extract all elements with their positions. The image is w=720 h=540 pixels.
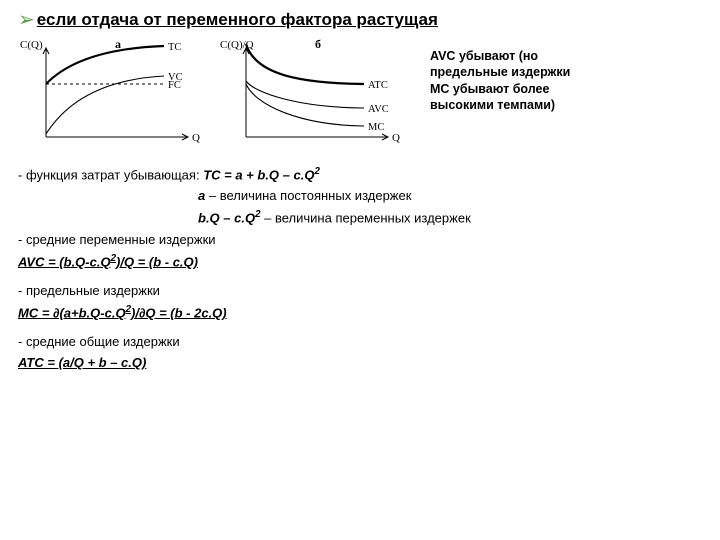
chart-row: C(Q)аQTCVCFC C(Q)/QбQATCAVCMC AVC убываю…: [18, 36, 702, 154]
avc-formula-line: AVC = (b.Q-c.Q2)/Q = (b - c.Q): [18, 253, 702, 269]
svg-text:MC: MC: [368, 122, 384, 133]
bq-power: 2: [255, 209, 260, 220]
chart-b: C(Q)/QбQATCAVCMC: [218, 36, 418, 154]
note-l2: предельные издержки: [430, 64, 702, 80]
svg-text:TC: TC: [168, 42, 181, 53]
bq-rest: – величина переменных издержек: [264, 211, 471, 226]
avc-f2: )/Q = (b - c.Q): [116, 254, 198, 269]
fn-cost-line: - функция затрат убывающая: TC = a + b.Q…: [18, 166, 702, 182]
fn-cost-prefix: - функция затрат убывающая:: [18, 167, 203, 182]
svg-text:Q: Q: [392, 132, 400, 144]
svg-text:FC: FC: [168, 80, 181, 91]
svg-text:AVC: AVC: [368, 104, 389, 115]
atc-formula-line: ATC = (a/Q + b – c.Q): [18, 355, 702, 370]
note-avc-bold: AVC: [430, 49, 455, 63]
chart-a: C(Q)аQTCVCFC: [18, 36, 218, 154]
fn-cost-power: 2: [314, 166, 319, 177]
svg-text:ATC: ATC: [368, 80, 388, 91]
avc-f1: AVC = (b.Q-c.Q: [18, 254, 111, 269]
mc-formula-line: MC = ∂(a+b.Q-c.Q2)/∂Q = (b - 2c.Q): [18, 304, 702, 320]
note-l3: MC убывают более: [430, 81, 702, 97]
fn-cost-formula: TC = a + b.Q – c.Q: [203, 167, 314, 182]
mc-label: - предельные издержки: [18, 283, 702, 298]
mc-f2: )/∂Q = (b - 2c.Q): [131, 305, 227, 320]
svg-text:а: а: [115, 37, 121, 51]
bq-part1: b.Q – c.Q: [198, 211, 255, 226]
note-l1b: убывают (но: [455, 49, 538, 63]
avc-label: - средние переменные издержки: [18, 232, 702, 247]
svg-text:Q: Q: [192, 132, 200, 144]
mc-f1: MC = ∂(a+b.Q-c.Q: [18, 305, 126, 320]
atc-label: - средние общие издержки: [18, 334, 702, 349]
a-desc-line: a – величина постоянных издержек: [198, 188, 702, 203]
a-desc-rest: – величина постоянных издержек: [205, 188, 411, 203]
atc-formula: ATC = (a/Q + b – c.Q): [18, 355, 146, 370]
note-l4: высокими темпами): [430, 97, 702, 113]
svg-text:C(Q): C(Q): [20, 39, 43, 51]
bq-desc-line: b.Q – c.Q2 – величина переменных издерже…: [198, 209, 702, 225]
page-heading: если отдача от переменного фактора расту…: [37, 10, 438, 30]
svg-text:б: б: [315, 37, 321, 51]
note-box: AVC убывают (но предельные издержки MC у…: [418, 36, 702, 113]
bullet-icon: ➢: [18, 10, 35, 30]
